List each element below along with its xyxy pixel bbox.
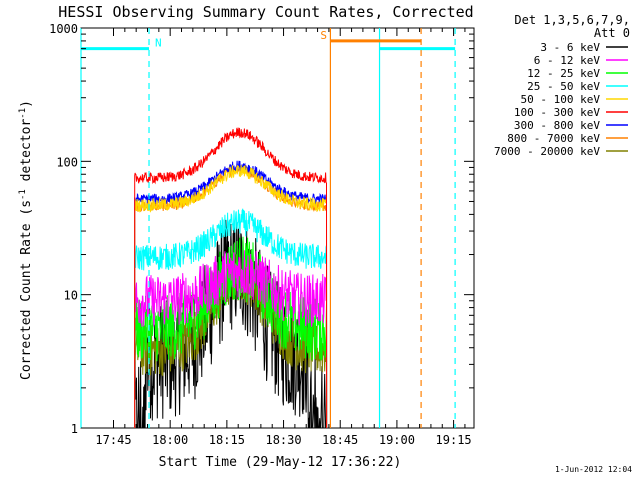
y-tick-label: 100 bbox=[56, 155, 78, 169]
y-axis-label-sup1: -1 bbox=[18, 189, 28, 200]
plot-frame bbox=[80, 27, 475, 429]
series-line bbox=[134, 207, 328, 429]
x-tick-label: 18:15 bbox=[209, 433, 245, 447]
x-tick-label: 19:00 bbox=[379, 433, 415, 447]
x-axis-label: Start Time (29-May-12 17:36:22) bbox=[159, 455, 402, 470]
legend-label: 7000 - 20000 keV bbox=[494, 145, 600, 158]
plot-area-border bbox=[80, 27, 475, 429]
series-line bbox=[134, 250, 328, 429]
series-line bbox=[134, 127, 328, 429]
footer-date: 1-Jun-2012 12:04 bbox=[555, 465, 632, 474]
chart-title: HESSI Observing Summary Count Rates, Cor… bbox=[58, 3, 473, 21]
legend-label: 100 - 300 keV bbox=[514, 106, 600, 119]
y-axis-label-sup2: -1 bbox=[18, 108, 28, 119]
legend-label: 3 - 6 keV bbox=[540, 41, 600, 54]
x-tick-label: 18:30 bbox=[265, 433, 301, 447]
y-tick-label: 1000 bbox=[49, 22, 78, 36]
y-axis-label-main: Corrected Count Rate (s bbox=[19, 200, 34, 380]
y-axis-label: Corrected Count Rate (s-1 detector-1) bbox=[18, 100, 34, 380]
legend-header-line2: Att 0 bbox=[594, 26, 630, 40]
flag-layer: NS bbox=[80, 28, 456, 428]
y-tick-label: 10 bbox=[64, 289, 78, 303]
y-axis-label-end: ) bbox=[19, 100, 34, 108]
legend-label: 6 - 12 keV bbox=[534, 54, 601, 67]
series-layer bbox=[134, 127, 328, 429]
legend-label: 800 - 7000 keV bbox=[507, 132, 600, 145]
flag-label: N bbox=[155, 37, 162, 50]
x-tick-label: 19:15 bbox=[436, 433, 472, 447]
flag-label: S bbox=[320, 29, 327, 42]
x-tick-label: 18:00 bbox=[152, 433, 188, 447]
y-tick-label: 1 bbox=[71, 422, 78, 436]
series-line bbox=[134, 164, 328, 429]
x-tick-label: 18:45 bbox=[322, 433, 358, 447]
svg-text:Corrected Count Rate (s-1 dete: Corrected Count Rate (s-1 detector-1) bbox=[18, 100, 34, 380]
y-axis-label-mid: detector bbox=[19, 119, 34, 190]
x-tick-label: 17:45 bbox=[95, 433, 131, 447]
legend-header-line1: Det 1,3,5,6,7,9, bbox=[514, 13, 630, 27]
legend-label: 25 - 50 keV bbox=[527, 80, 600, 93]
legend-label: 300 - 800 keV bbox=[514, 119, 600, 132]
legend-label: 12 - 25 keV bbox=[527, 67, 600, 80]
axis-layer: 17:45 18:00 18:15 18:30 18:45 19:00 19:15 1 10 10… bbox=[49, 22, 474, 447]
series-line bbox=[134, 160, 328, 429]
legend-label: 50 - 100 keV bbox=[521, 93, 601, 106]
